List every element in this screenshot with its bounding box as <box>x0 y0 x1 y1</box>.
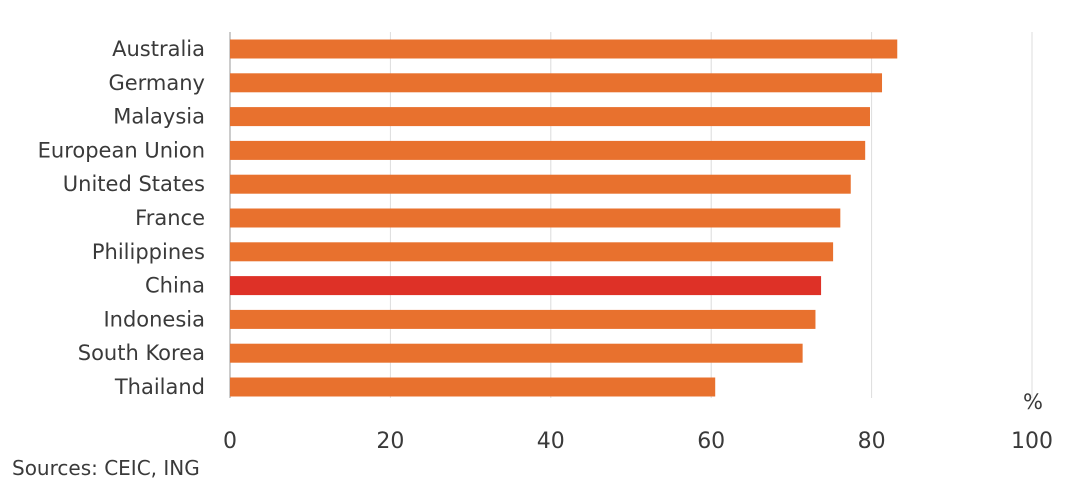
category-label: Australia <box>112 37 205 61</box>
bar-united-states <box>230 174 851 194</box>
category-label: Malaysia <box>113 105 205 129</box>
category-labels: Australia Germany Malaysia European Union Un… <box>38 37 205 399</box>
bar-thailand <box>230 377 716 397</box>
x-tick-label: 60 <box>697 429 725 454</box>
x-tick-label: 80 <box>858 429 886 454</box>
category-label: France <box>135 206 205 230</box>
category-label: South Korea <box>78 341 205 365</box>
x-axis-unit-label: % <box>1023 390 1043 414</box>
category-label: Indonesia <box>103 307 205 331</box>
bar-european-union <box>230 140 866 160</box>
bar-australia <box>230 39 898 59</box>
category-label: European Union <box>38 138 205 162</box>
bar-germany <box>230 73 883 93</box>
bar-china <box>230 276 822 296</box>
x-tick-label: 0 <box>223 429 237 454</box>
category-label: China <box>145 274 205 298</box>
bar-south-korea <box>230 343 803 363</box>
x-tick-label: 100 <box>1011 429 1053 454</box>
bar-philippines <box>230 242 834 262</box>
x-tick-label: 20 <box>376 429 404 454</box>
bar-malaysia <box>230 107 870 127</box>
category-label: United States <box>63 172 205 196</box>
bars <box>230 39 898 397</box>
category-label: Thailand <box>114 375 205 399</box>
source-note: Sources: CEIC, ING <box>12 456 200 480</box>
x-axis-tick-labels: 0 20 40 60 80 100 <box>223 429 1053 454</box>
x-tick-label: 40 <box>537 429 565 454</box>
bar-france <box>230 208 841 228</box>
category-label: Philippines <box>92 240 205 264</box>
bar-indonesia <box>230 309 816 329</box>
category-label: Germany <box>108 71 205 95</box>
